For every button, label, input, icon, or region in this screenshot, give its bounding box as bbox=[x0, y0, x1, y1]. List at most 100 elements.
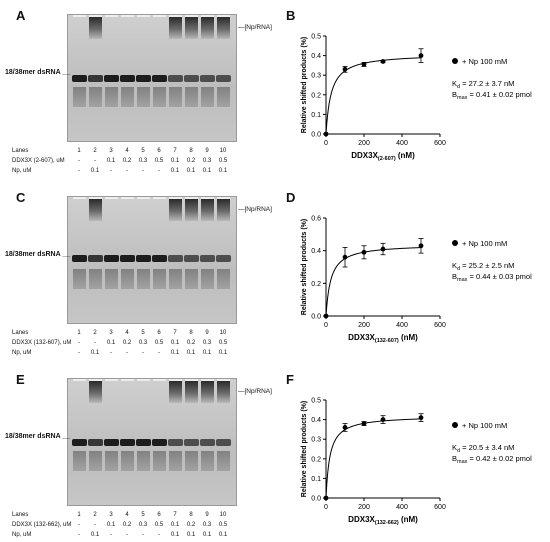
lane-conditions-row: DDX3X (132-607), uM - -0.1 0.2 0.3 0.5 0.1 0.2 0… bbox=[12, 338, 252, 348]
data-point bbox=[323, 313, 329, 319]
fit-curve bbox=[325, 418, 422, 499]
lane-value: - bbox=[78, 168, 80, 174]
row-label: Lanes bbox=[12, 512, 29, 518]
dsrna-band bbox=[120, 255, 135, 262]
row-label: DDX3X (2-607), uM bbox=[12, 158, 65, 164]
y-tick-label: 0.3 bbox=[311, 437, 321, 444]
data-point bbox=[380, 59, 386, 64]
row-label: Np, uM bbox=[12, 532, 32, 538]
lane-value: - bbox=[110, 350, 112, 356]
dsrna-band bbox=[216, 75, 231, 82]
fit-curve bbox=[325, 247, 422, 317]
lane-value: - bbox=[142, 350, 144, 356]
x-tick-label: 0 bbox=[324, 140, 328, 147]
gel-lane bbox=[184, 197, 199, 323]
bmax-value: Bmax = 0.41 ± 0.02 pmol bbox=[452, 90, 532, 101]
lane-value: - bbox=[126, 350, 128, 356]
gel-smear bbox=[153, 87, 166, 107]
dsrna-band bbox=[152, 439, 167, 446]
lane-value: 3 bbox=[109, 148, 113, 154]
y-tick-label: 0.3 bbox=[311, 73, 321, 80]
x-tick-label: 200 bbox=[358, 504, 370, 511]
lane-value: 10 bbox=[219, 512, 227, 518]
lane-value: 0.1 bbox=[106, 340, 116, 346]
lane-value: 9 bbox=[205, 148, 209, 154]
y-tick-label: 0.5 bbox=[311, 34, 321, 41]
gel-smear bbox=[121, 87, 134, 107]
lane-value: 0.2 bbox=[186, 340, 196, 346]
gel-smear bbox=[137, 87, 150, 107]
x-tick-label: 400 bbox=[396, 322, 408, 329]
gel-smear bbox=[169, 269, 182, 289]
lane-value: 0.5 bbox=[218, 158, 228, 164]
dsrna-band bbox=[168, 75, 183, 82]
gel-smear bbox=[217, 451, 230, 471]
lane-value: 1 bbox=[77, 330, 81, 336]
gel-lane bbox=[136, 15, 151, 141]
lane-value: 0.5 bbox=[218, 522, 228, 528]
dsrna-band bbox=[88, 75, 103, 82]
gel-lane bbox=[120, 379, 135, 505]
dsrna-band bbox=[168, 439, 183, 446]
gel-smear bbox=[185, 87, 198, 107]
lane-value: - bbox=[126, 532, 128, 538]
lane-value: 0.1 bbox=[90, 532, 100, 538]
lane-value: 0.1 bbox=[106, 158, 116, 164]
x-tick-label: 400 bbox=[396, 140, 408, 147]
dsrna-band bbox=[152, 255, 167, 262]
lane-value: 6 bbox=[157, 330, 161, 336]
row-label: DDX3X (132-662), uM bbox=[12, 522, 72, 528]
lane-conditions-table: Lanes 1 2 3 4 5 6 7 8 9 10 DDX3X (2-607), uM - - 0.1 0.… bbox=[12, 146, 252, 176]
lane-value: 7 bbox=[173, 330, 177, 336]
gel-lane bbox=[88, 379, 103, 505]
x-tick-label: 200 bbox=[358, 140, 370, 147]
gel-smear bbox=[153, 269, 166, 289]
x-axis-label: DDX3X(2-607) (nM) bbox=[351, 151, 415, 162]
x-axis-label: DDX3X(132-607) (nM) bbox=[348, 333, 418, 344]
lane-value: 0.5 bbox=[218, 340, 228, 346]
gel-smear bbox=[201, 87, 214, 107]
dsrna-band bbox=[168, 255, 183, 262]
gel-smear bbox=[89, 87, 102, 107]
y-tick-label: 0.2 bbox=[311, 281, 321, 288]
gel-lane bbox=[104, 15, 119, 141]
shifted-complex-band bbox=[89, 199, 102, 221]
gel-smear bbox=[217, 269, 230, 289]
lane-conditions-table: Lanes 1 2 3 4 5 6 7 8 9 10 DDX3X (132-662), uM - -0.1… bbox=[12, 510, 252, 540]
data-point bbox=[342, 66, 348, 72]
lane-value: 0.1 bbox=[202, 350, 212, 356]
lane-value: 0.1 bbox=[218, 350, 228, 356]
shifted-complex-band bbox=[217, 381, 230, 403]
lane-conditions-row: Np, uM - 0.1 - - - - 0.1 0.1 0.1 0.1 bbox=[12, 530, 252, 540]
y-tick-label: 0.0 bbox=[311, 314, 321, 321]
y-tick-label: 0.2 bbox=[311, 456, 321, 463]
gel-smear bbox=[89, 269, 102, 289]
lane-value: 2 bbox=[93, 512, 97, 518]
kd-value: Kd = 27.2 ± 3.7 nM bbox=[452, 79, 514, 90]
gel-lane bbox=[200, 197, 215, 323]
lane-value: 0.1 bbox=[202, 168, 212, 174]
lane-value: 3 bbox=[109, 512, 113, 518]
x-tick-label: 600 bbox=[434, 322, 446, 329]
lane-value: 2 bbox=[93, 148, 97, 154]
lane-conditions-row: Np, uM - 0.1 - - - - 0.1 0.1 0.1 0.1 bbox=[12, 348, 252, 358]
shifted-complex-band bbox=[169, 199, 182, 221]
gel-smear bbox=[185, 451, 198, 471]
lane-value: 2 bbox=[93, 330, 97, 336]
gel-smear bbox=[73, 451, 86, 471]
data-point bbox=[361, 421, 367, 426]
gel-image bbox=[67, 14, 237, 142]
lane-value: 0.3 bbox=[202, 158, 212, 164]
gel-lane bbox=[216, 197, 231, 323]
lane-value: 0.2 bbox=[122, 340, 132, 346]
y-tick-label: 0.1 bbox=[311, 112, 321, 119]
gel-smear bbox=[153, 451, 166, 471]
x-tick-label: 600 bbox=[434, 140, 446, 147]
row-label: Lanes bbox=[12, 148, 29, 154]
lane-value: 0.1 bbox=[170, 340, 180, 346]
shifted-complex-band bbox=[201, 381, 214, 403]
y-tick-label: 0.6 bbox=[311, 216, 321, 223]
lane-value: 7 bbox=[173, 148, 177, 154]
gel-smear bbox=[73, 269, 86, 289]
kd-value: Kd = 25.2 ± 2.5 nM bbox=[452, 261, 514, 272]
